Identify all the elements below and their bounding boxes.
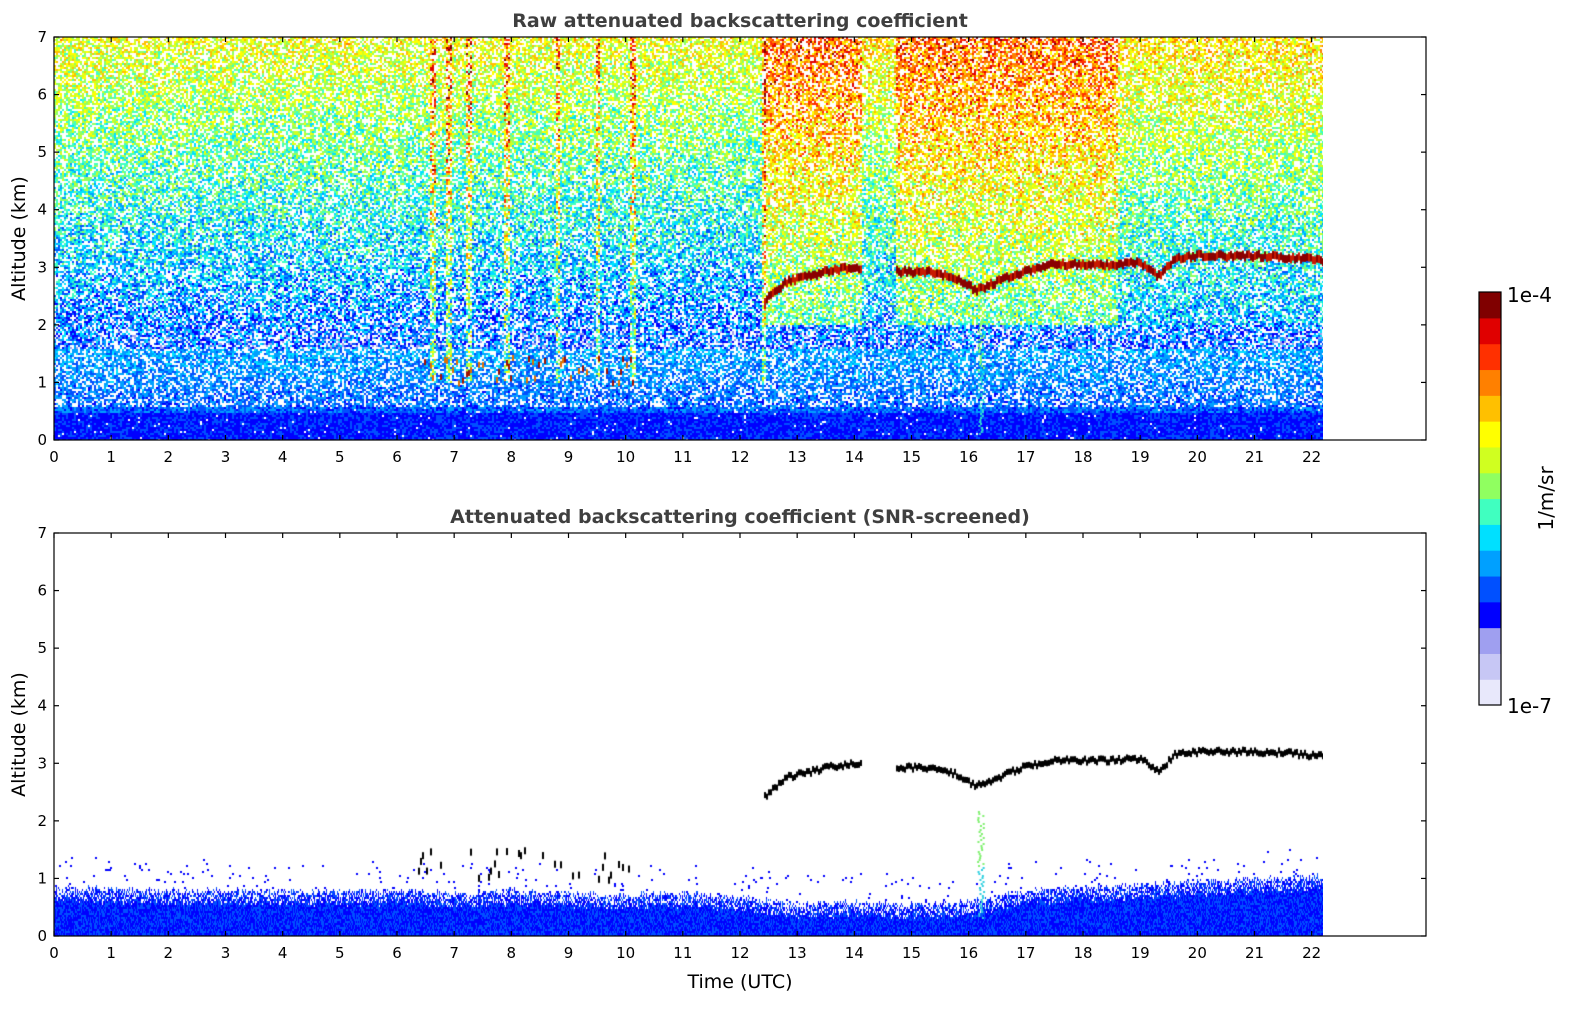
x-tick-label: 10 bbox=[616, 944, 635, 962]
colorbar-frame bbox=[1478, 291, 1502, 706]
x-tick-label: 16 bbox=[959, 944, 978, 962]
colorbar-swatch bbox=[1479, 292, 1501, 319]
x-tick-label: 11 bbox=[673, 944, 692, 962]
y-tick-label: 1 bbox=[37, 373, 47, 391]
colorbar-swatch bbox=[1479, 395, 1501, 422]
x-tick-label: 15 bbox=[902, 448, 921, 466]
colorbar-swatch bbox=[1479, 627, 1501, 654]
x-tick-label: 21 bbox=[1245, 448, 1264, 466]
x-tick-label: 12 bbox=[730, 944, 749, 962]
colorbar-swatch bbox=[1479, 575, 1501, 603]
y-tick-label: 7 bbox=[37, 28, 47, 46]
x-tick-label: 5 bbox=[335, 448, 345, 466]
colorbar-label: 1/m/sr bbox=[1534, 466, 1558, 531]
x-tick-label: 1 bbox=[106, 448, 116, 466]
heatmap-field bbox=[54, 37, 1323, 440]
x-tick-label: 10 bbox=[616, 448, 635, 466]
colorbar-swatch bbox=[1479, 472, 1501, 500]
colorbar-swatch bbox=[1479, 369, 1501, 396]
x-tick-label: 13 bbox=[788, 448, 807, 466]
x-tick-label: 14 bbox=[845, 448, 864, 466]
x-tick-label: 17 bbox=[1016, 944, 1035, 962]
x-tick-label: 3 bbox=[221, 944, 231, 962]
snr-screened-panel: 0 1 2 3 4 5 6 7 8 9 10 11 12 13 14 15 16 17 18 19 20 21 220123… bbox=[8, 506, 1427, 993]
y-tick-label: 0 bbox=[37, 431, 47, 449]
raw-backscatter-panel: 0 1 2 3 4 5 6 7 8 9 10 11 12 13 14 15 16 17 18 19 20 21 220123… bbox=[8, 10, 1427, 466]
x-tick-label: 17 bbox=[1016, 448, 1035, 466]
x-tick-label: 6 bbox=[392, 448, 402, 466]
x-tick-label: 2 bbox=[164, 944, 174, 962]
x-tick-label: 6 bbox=[392, 944, 402, 962]
x-tick-label: 1 bbox=[106, 944, 116, 962]
y-tick-label: 1 bbox=[37, 869, 47, 887]
colorbar-swatch bbox=[1479, 446, 1501, 474]
colorbar-swatch bbox=[1479, 343, 1501, 371]
x-tick-label: 19 bbox=[1131, 944, 1150, 962]
colorbar-swatch bbox=[1479, 498, 1501, 525]
colorbar-swatch bbox=[1479, 317, 1501, 345]
x-tick-label: 4 bbox=[278, 448, 288, 466]
x-tick-label: 13 bbox=[788, 944, 807, 962]
x-tick-label: 14 bbox=[845, 944, 864, 962]
x-tick-label: 20 bbox=[1188, 448, 1207, 466]
x-tick-label: 2 bbox=[164, 448, 174, 466]
x-tick-label: 0 bbox=[49, 944, 59, 962]
x-axis-label: Time (UTC) bbox=[686, 971, 792, 993]
y-tick-label: 5 bbox=[37, 639, 47, 657]
x-tick-label: 18 bbox=[1073, 448, 1092, 466]
y-tick-label: 4 bbox=[37, 201, 47, 219]
x-tick-label: 15 bbox=[902, 944, 921, 962]
colorbar-max-label: 1e-4 bbox=[1507, 283, 1552, 307]
y-axis-label: Altitude (km) bbox=[8, 672, 30, 797]
colorbar-swatch bbox=[1479, 601, 1501, 629]
y-tick-label: 2 bbox=[37, 812, 47, 830]
x-tick-label: 19 bbox=[1131, 448, 1150, 466]
x-tick-label: 9 bbox=[564, 448, 574, 466]
heatmap-field bbox=[54, 533, 1323, 936]
x-tick-label: 7 bbox=[449, 448, 459, 466]
x-tick-label: 18 bbox=[1073, 944, 1092, 962]
x-tick-label: 7 bbox=[449, 944, 459, 962]
y-tick-label: 6 bbox=[37, 582, 47, 600]
y-tick-label: 0 bbox=[37, 927, 47, 945]
x-tick-label: 21 bbox=[1245, 944, 1264, 962]
y-axis-label: Altitude (km) bbox=[8, 176, 30, 301]
x-tick-label: 5 bbox=[335, 944, 345, 962]
panel-title: Raw attenuated backscattering coefficien… bbox=[512, 10, 968, 32]
colorbar-min-label: 1e-7 bbox=[1507, 694, 1552, 718]
x-tick-label: 9 bbox=[564, 944, 574, 962]
y-tick-label: 6 bbox=[37, 86, 47, 104]
x-tick-label: 22 bbox=[1302, 448, 1321, 466]
x-tick-label: 20 bbox=[1188, 944, 1207, 962]
x-tick-label: 0 bbox=[49, 448, 59, 466]
y-tick-label: 2 bbox=[37, 316, 47, 334]
y-tick-label: 3 bbox=[37, 754, 47, 772]
y-tick-label: 5 bbox=[37, 143, 47, 161]
x-tick-label: 12 bbox=[730, 448, 749, 466]
colorbar-swatch bbox=[1479, 679, 1501, 706]
x-tick-label: 4 bbox=[278, 944, 288, 962]
colorbar-swatch bbox=[1479, 653, 1501, 680]
y-tick-label: 7 bbox=[37, 524, 47, 542]
y-tick-label: 4 bbox=[37, 697, 47, 715]
y-tick-label: 3 bbox=[37, 258, 47, 276]
colorbar-swatch bbox=[1479, 421, 1501, 448]
panel-title: Attenuated backscattering coefficient (S… bbox=[450, 506, 1030, 528]
x-tick-label: 3 bbox=[221, 448, 231, 466]
x-tick-label: 8 bbox=[507, 944, 517, 962]
x-tick-label: 22 bbox=[1302, 944, 1321, 962]
colorbar-swatch bbox=[1479, 524, 1501, 551]
x-tick-label: 16 bbox=[959, 448, 978, 466]
x-tick-label: 11 bbox=[673, 448, 692, 466]
x-tick-label: 8 bbox=[507, 448, 517, 466]
colorbar: 1e-4 1e-7 1/m/sr bbox=[1478, 283, 1558, 718]
colorbar-swatch bbox=[1479, 550, 1501, 577]
